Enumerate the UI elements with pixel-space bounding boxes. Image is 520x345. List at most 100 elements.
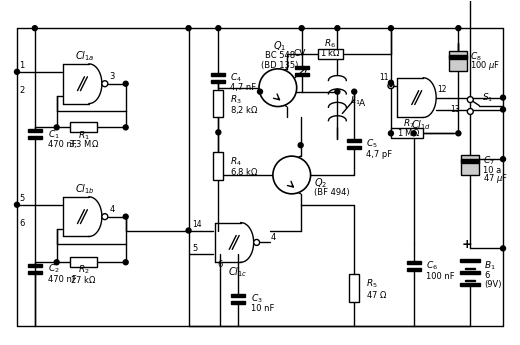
Text: (9V): (9V)	[484, 279, 502, 289]
Text: 6,8 k$\Omega$: 6,8 k$\Omega$	[230, 166, 259, 178]
Circle shape	[501, 246, 505, 251]
Circle shape	[186, 26, 191, 31]
Circle shape	[123, 125, 128, 130]
Circle shape	[123, 260, 128, 265]
Circle shape	[54, 260, 59, 265]
Text: $R_1$: $R_1$	[77, 129, 89, 141]
Text: 6: 6	[19, 219, 24, 228]
Bar	[213, 152, 223, 180]
Circle shape	[388, 83, 394, 89]
Bar	[295, 66, 308, 69]
Circle shape	[15, 202, 19, 207]
Text: 10 nF: 10 nF	[251, 304, 275, 313]
Text: 27 k$\Omega$: 27 k$\Omega$	[70, 274, 97, 285]
Circle shape	[32, 26, 37, 31]
Circle shape	[456, 26, 461, 31]
Text: BC 548: BC 548	[265, 51, 295, 60]
Text: (BF 494): (BF 494)	[314, 188, 349, 197]
Text: 5: 5	[19, 194, 24, 203]
Bar	[407, 261, 421, 264]
Text: $R_7$: $R_7$	[403, 117, 414, 130]
Circle shape	[388, 131, 394, 136]
Bar	[391, 128, 423, 138]
Text: 2: 2	[19, 86, 24, 95]
Bar	[460, 271, 480, 274]
Text: $Q_1$: $Q_1$	[273, 39, 287, 53]
Text: $C_6$: $C_6$	[426, 260, 438, 273]
Circle shape	[501, 107, 505, 112]
Text: 3: 3	[109, 72, 114, 81]
Bar	[449, 55, 467, 59]
Circle shape	[335, 26, 340, 31]
Text: 1 k$\Omega$: 1 k$\Omega$	[320, 48, 341, 58]
Text: 470 nF: 470 nF	[48, 140, 76, 149]
Circle shape	[411, 131, 416, 136]
Text: 4: 4	[271, 233, 276, 242]
Text: $R_3$: $R_3$	[230, 93, 242, 106]
Bar	[460, 259, 480, 262]
Text: 1 M$\Omega$: 1 M$\Omega$	[397, 127, 421, 138]
Text: 4: 4	[109, 205, 114, 214]
Text: 6: 6	[484, 271, 489, 280]
Text: $L_1$: $L_1$	[350, 94, 361, 107]
Text: 14: 14	[192, 220, 202, 229]
Text: $R_2$: $R_2$	[77, 264, 89, 276]
Bar	[70, 122, 97, 132]
Circle shape	[298, 143, 303, 148]
Text: $C_2$: $C_2$	[48, 263, 59, 275]
Text: 13: 13	[450, 105, 460, 114]
Circle shape	[273, 156, 310, 194]
Text: 100 $\mu$F: 100 $\mu$F	[470, 59, 501, 72]
Text: 470 nF: 470 nF	[48, 275, 76, 284]
Circle shape	[54, 125, 59, 130]
Text: 100 nF: 100 nF	[426, 272, 454, 281]
Circle shape	[352, 89, 357, 94]
Bar	[460, 283, 480, 286]
Bar	[212, 80, 225, 83]
Bar	[231, 301, 245, 304]
Bar	[449, 51, 467, 71]
Text: 47 $\mu$F: 47 $\mu$F	[483, 172, 508, 186]
Text: 5: 5	[192, 244, 198, 253]
Text: $Cl_{1b}$: $Cl_{1b}$	[74, 182, 94, 196]
Circle shape	[257, 89, 263, 94]
Bar	[461, 159, 479, 163]
Circle shape	[299, 26, 304, 31]
Circle shape	[186, 228, 191, 233]
Circle shape	[388, 80, 394, 85]
Circle shape	[259, 69, 297, 107]
Text: $R_5$: $R_5$	[366, 278, 378, 290]
Text: A: A	[359, 99, 366, 108]
Bar	[213, 90, 223, 117]
Text: 10 a: 10 a	[483, 166, 501, 175]
Circle shape	[216, 26, 221, 31]
Circle shape	[216, 130, 221, 135]
Text: $C_1$: $C_1$	[48, 128, 59, 140]
Circle shape	[102, 81, 108, 87]
Circle shape	[102, 214, 108, 220]
Text: $C_3$: $C_3$	[251, 293, 263, 305]
Bar	[231, 294, 245, 297]
Text: $S_1$: $S_1$	[482, 91, 493, 104]
Bar	[212, 73, 225, 76]
Bar	[70, 257, 97, 267]
Circle shape	[335, 89, 340, 94]
Bar	[407, 268, 421, 271]
Text: $Cl_{1d}$: $Cl_{1d}$	[411, 118, 431, 132]
Circle shape	[123, 81, 128, 86]
Bar	[347, 146, 361, 149]
Text: $C_4$: $C_4$	[230, 71, 242, 84]
Bar	[349, 274, 359, 302]
Text: 11: 11	[380, 73, 389, 82]
Circle shape	[15, 69, 19, 74]
Text: $Q_2$: $Q_2$	[314, 176, 327, 190]
Circle shape	[388, 26, 394, 31]
Text: +: +	[462, 238, 473, 251]
Bar	[28, 129, 42, 132]
Circle shape	[467, 109, 473, 115]
Text: 1: 1	[19, 61, 24, 70]
Text: 4,7 nF: 4,7 nF	[230, 83, 256, 92]
Text: $C_8$: $C_8$	[470, 51, 482, 63]
Text: $C_7$: $C_7$	[483, 155, 495, 167]
Text: 4,7 pF: 4,7 pF	[366, 150, 392, 159]
